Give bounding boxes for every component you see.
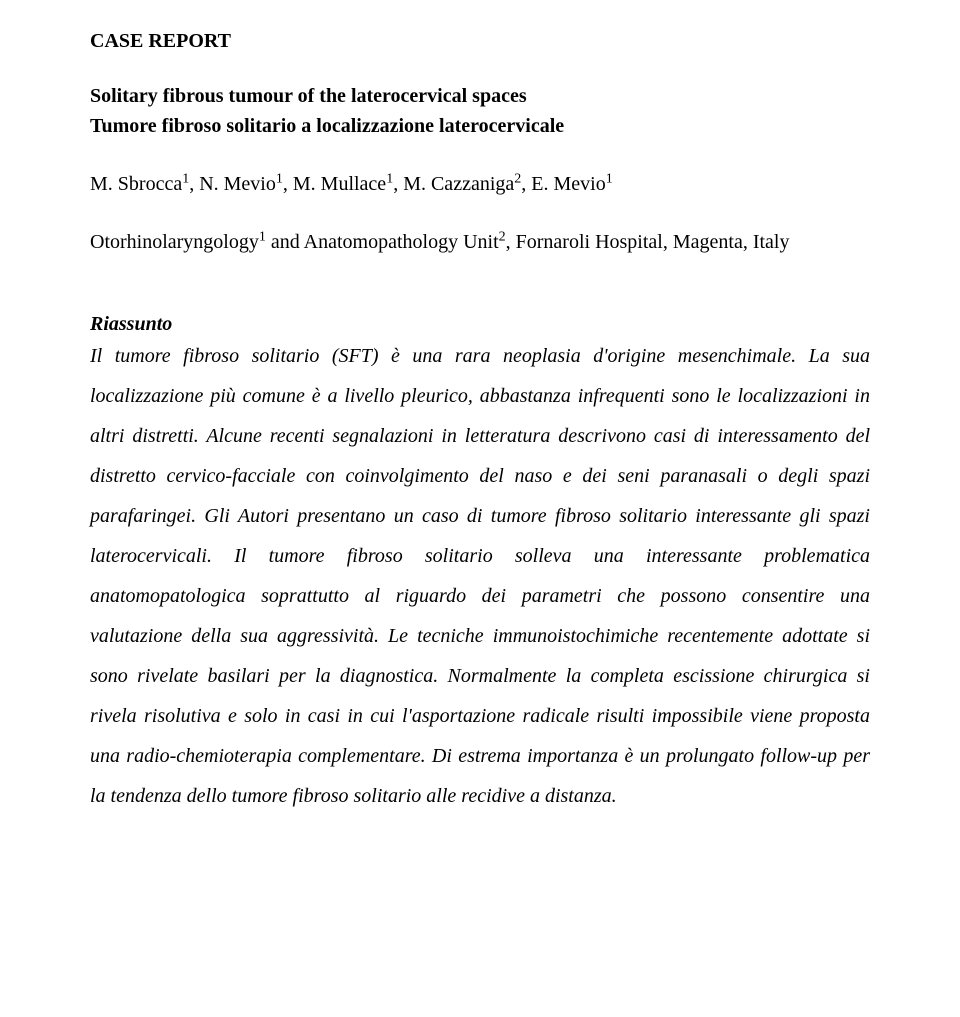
page-container: CASE REPORT Solitary fibrous tumour of t… bbox=[0, 0, 960, 866]
authors-line: M. Sbrocca1, N. Mevio1, M. Mullace1, M. … bbox=[90, 169, 870, 199]
affiliation-line: Otorhinolaryngology1 and Anatomopatholog… bbox=[90, 227, 870, 257]
abstract-heading: Riassunto bbox=[90, 313, 870, 336]
title-english: Solitary fibrous tumour of the laterocer… bbox=[90, 81, 870, 111]
abstract-body: Il tumore fibroso solitario (SFT) è una … bbox=[90, 336, 870, 816]
section-label: CASE REPORT bbox=[90, 30, 870, 53]
title-italian: Tumore fibroso solitario a localizzazion… bbox=[90, 111, 870, 141]
